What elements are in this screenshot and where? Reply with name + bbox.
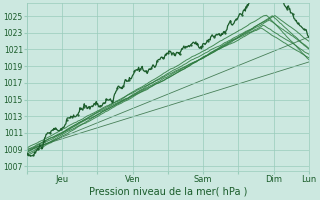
- X-axis label: Pression niveau de la mer( hPa ): Pression niveau de la mer( hPa ): [89, 187, 247, 197]
